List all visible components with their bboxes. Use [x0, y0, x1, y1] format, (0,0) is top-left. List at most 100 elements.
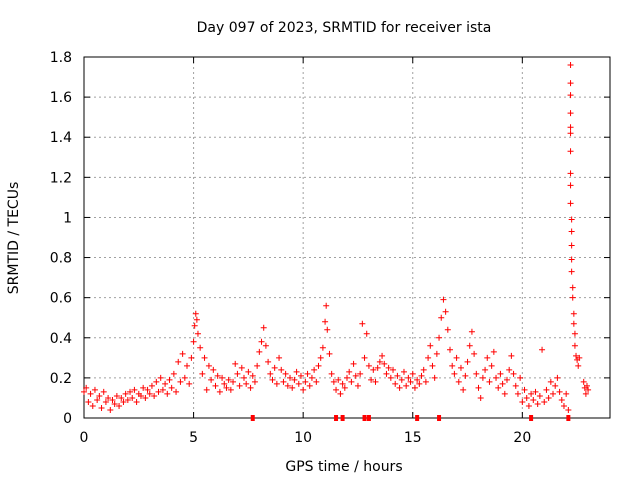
- data-point: [81, 388, 87, 395]
- data-point: [216, 388, 223, 395]
- y-tick-label: 1.2: [50, 170, 72, 186]
- data-point: [567, 62, 574, 69]
- data-point: [374, 364, 381, 371]
- x-tick-label: 20: [513, 430, 531, 446]
- data-point: [230, 378, 237, 385]
- data-point: [379, 352, 386, 359]
- data-point: [271, 364, 278, 371]
- data-point: [438, 314, 445, 321]
- data-point: [475, 384, 482, 391]
- data-point: [146, 390, 153, 397]
- data-point: [234, 370, 241, 377]
- data-point: [545, 394, 552, 401]
- data-point: [210, 366, 217, 373]
- data-point: [411, 384, 418, 391]
- data-point: [385, 364, 392, 371]
- data-point: [394, 372, 401, 379]
- data-point: [532, 388, 539, 395]
- data-point: [543, 386, 550, 393]
- data-point: [273, 380, 280, 387]
- data-point: [407, 378, 414, 385]
- data-point: [254, 362, 261, 369]
- data-point: [323, 302, 330, 309]
- data-point: [287, 374, 294, 381]
- data-point: [517, 374, 524, 381]
- data-point: [111, 400, 118, 407]
- data-point: [87, 390, 94, 397]
- data-point: [422, 378, 429, 385]
- grid-lines: [84, 57, 610, 418]
- data-point: [567, 148, 574, 155]
- data-point: [539, 346, 546, 353]
- x-tick-label: 15: [404, 430, 422, 446]
- data-point: [396, 384, 403, 391]
- data-point: [573, 352, 580, 359]
- data-point: [295, 380, 302, 387]
- data-point: [361, 354, 368, 361]
- data-point: [324, 326, 331, 333]
- data-point: [225, 376, 232, 383]
- data-point: [142, 394, 149, 401]
- data-point: [186, 380, 193, 387]
- data-point: [501, 390, 508, 397]
- data-point: [565, 406, 572, 413]
- data-point: [302, 378, 309, 385]
- data-point: [137, 392, 144, 399]
- data-point: [85, 398, 92, 405]
- data-point: [568, 242, 575, 249]
- data-point: [575, 362, 582, 369]
- data-point: [153, 378, 160, 385]
- data-point: [447, 346, 454, 353]
- data-point: [151, 392, 158, 399]
- data-point: [291, 376, 298, 383]
- data-point: [232, 360, 239, 367]
- data-point: [433, 350, 440, 357]
- data-point: [523, 394, 530, 401]
- data-point: [83, 384, 90, 391]
- data-point: [486, 378, 493, 385]
- data-point: [107, 406, 114, 413]
- data-point: [392, 380, 399, 387]
- data-point: [214, 372, 221, 379]
- data-point: [409, 370, 416, 377]
- data-point: [350, 360, 357, 367]
- data-point: [333, 386, 340, 393]
- data-point: [194, 330, 201, 337]
- data-point: [471, 350, 478, 357]
- data-point: [297, 372, 304, 379]
- data-point: [159, 386, 166, 393]
- data-point: [260, 324, 267, 331]
- data-point: [444, 326, 451, 333]
- data-point: [238, 364, 245, 371]
- data-point: [387, 374, 394, 381]
- data-point: [177, 378, 184, 385]
- data-point: [140, 384, 147, 391]
- y-tick-label: 1: [63, 210, 72, 226]
- data-point: [282, 370, 289, 377]
- data-point: [541, 398, 548, 405]
- data-point: [568, 256, 575, 263]
- data-point: [372, 378, 379, 385]
- data-point: [568, 268, 575, 275]
- data-point: [236, 382, 243, 389]
- data-point: [91, 386, 98, 393]
- data-point: [567, 200, 574, 207]
- data-point: [414, 376, 421, 383]
- data-point: [582, 390, 589, 397]
- tick-labels: 0 0.2 0.4 0.6 0.8 1 1.2 1.4 1.6 1.8 0 5 10 15 20: [50, 50, 532, 446]
- zero-value-marker: [437, 415, 442, 421]
- data-point: [120, 398, 127, 405]
- data-point: [468, 328, 475, 335]
- data-point: [490, 348, 497, 355]
- data-point: [420, 366, 427, 373]
- data-point: [376, 358, 383, 365]
- data-point: [306, 382, 313, 389]
- data-point: [122, 390, 129, 397]
- data-point: [381, 360, 388, 367]
- data-point: [205, 362, 212, 369]
- data-point: [506, 366, 513, 373]
- data-point: [484, 354, 491, 361]
- data-point: [240, 374, 247, 381]
- data-point: [519, 398, 526, 405]
- data-point: [133, 398, 140, 405]
